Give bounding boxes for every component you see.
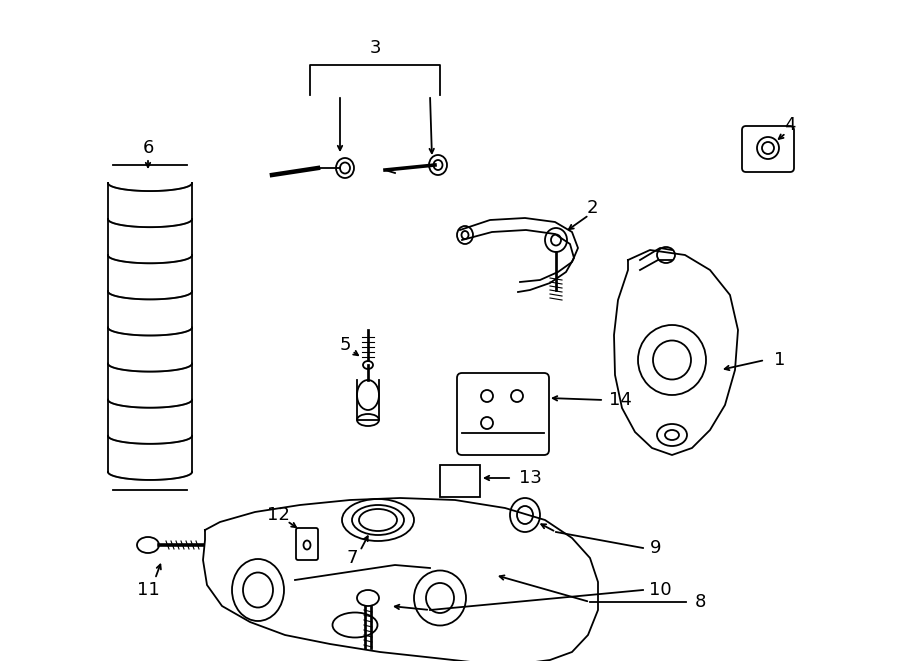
Bar (440, 465, 480, 497)
Text: 7: 7 (346, 549, 358, 567)
Text: 10: 10 (649, 581, 671, 599)
Text: 11: 11 (137, 581, 159, 599)
Text: 5: 5 (339, 336, 351, 354)
Text: 3: 3 (369, 39, 381, 57)
Text: 2: 2 (586, 199, 598, 217)
Text: 8: 8 (694, 593, 706, 611)
Text: 12: 12 (266, 506, 290, 524)
Text: 4: 4 (784, 116, 796, 134)
Text: 14: 14 (608, 391, 632, 409)
Text: 1: 1 (774, 351, 786, 369)
Text: 13: 13 (518, 469, 542, 487)
Text: 6: 6 (142, 139, 154, 157)
Text: 9: 9 (650, 539, 662, 557)
